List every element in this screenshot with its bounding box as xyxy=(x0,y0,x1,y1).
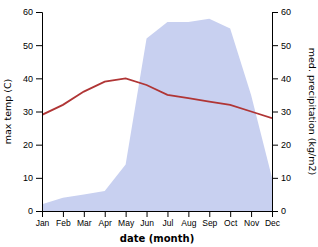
tick-mark xyxy=(126,211,127,217)
tick-label: Jun xyxy=(140,218,154,228)
tick: Jul xyxy=(163,211,174,228)
tick-mark xyxy=(36,112,42,113)
chart: JanFebMarAprMayJunJulAugSepOctNovDec0102… xyxy=(0,0,318,247)
tick-mark xyxy=(36,12,42,13)
tick-label: 50 xyxy=(281,41,291,51)
tick-label: Oct xyxy=(224,218,238,228)
tick: Apr xyxy=(99,211,112,228)
tick: Nov xyxy=(244,211,260,228)
tick-label: 20 xyxy=(281,140,291,150)
tick: 0 xyxy=(28,206,42,216)
tick-mark xyxy=(272,45,278,46)
tick-label: 60 xyxy=(281,7,291,17)
tick: Sep xyxy=(202,211,217,228)
axis-domain xyxy=(43,212,273,218)
tick-mark xyxy=(167,211,168,217)
tick-mark xyxy=(251,211,252,217)
area xyxy=(42,19,272,211)
tick-label: Dec xyxy=(265,218,281,228)
tick-mark xyxy=(36,45,42,46)
marks xyxy=(42,19,272,211)
y2-axis: 0 10 20 30 40 50 60 xyxy=(272,7,291,216)
tick-label: 0 xyxy=(28,206,33,216)
tick-label: 30 xyxy=(281,107,291,117)
tick-mark xyxy=(230,211,231,217)
tick-label: 50 xyxy=(23,41,33,51)
tick-label: May xyxy=(118,218,135,228)
tick-mark xyxy=(36,211,42,212)
tick: Aug xyxy=(181,211,196,228)
tick-label: Jul xyxy=(163,218,174,228)
tick: Mar xyxy=(77,211,92,228)
tick: 0 xyxy=(272,206,286,216)
tick: 20 xyxy=(23,140,42,150)
tick-mark xyxy=(272,178,278,179)
tick-mark xyxy=(188,211,189,217)
tick-mark xyxy=(272,112,278,113)
tick-label: Nov xyxy=(244,218,260,228)
tick-label: 40 xyxy=(23,74,33,84)
x-axis: Jan Feb Mar Apr May Jun Jul Aug Sep Oct Nov Dec xyxy=(36,211,281,228)
tick-mark xyxy=(209,211,210,217)
axis-domain xyxy=(36,13,43,212)
tick: 40 xyxy=(272,74,291,84)
tick-label: Sep xyxy=(202,218,217,228)
y-axis-title: max temp (C) xyxy=(2,79,13,145)
tick: Jan xyxy=(36,211,50,228)
tick: Oct xyxy=(224,211,238,228)
tick: 50 xyxy=(272,41,291,51)
tick: 40 xyxy=(23,74,42,84)
tick: 60 xyxy=(23,7,42,17)
tick-label: Jan xyxy=(36,218,50,228)
tick-mark xyxy=(36,78,42,79)
axis-domain xyxy=(273,13,279,212)
tick-mark xyxy=(272,12,278,13)
tick-mark xyxy=(84,211,85,217)
tick-label: Mar xyxy=(77,218,92,228)
tick-mark xyxy=(147,211,148,217)
tick-label: 40 xyxy=(281,74,291,84)
tick: 60 xyxy=(272,7,291,17)
x-axis-title: date (month) xyxy=(120,233,194,244)
tick-mark xyxy=(272,78,278,79)
tick: Dec xyxy=(265,211,281,228)
tick-label: Feb xyxy=(56,218,71,228)
tick: 30 xyxy=(23,107,42,117)
tick: 10 xyxy=(23,173,42,183)
tick-mark xyxy=(63,211,64,217)
line xyxy=(42,78,272,118)
plot: JanFebMarAprMayJunJulAugSepOctNovDec0102… xyxy=(23,7,291,228)
tick: 10 xyxy=(272,173,291,183)
tick-mark xyxy=(272,145,278,146)
tick: Feb xyxy=(56,211,71,228)
tick-label: 10 xyxy=(23,173,33,183)
y-axis: 0 10 20 30 40 50 60 xyxy=(23,7,43,216)
y2-axis-title: med. precipitation (kg/m2) xyxy=(307,48,318,175)
tick-mark xyxy=(105,211,106,217)
tick-label: 60 xyxy=(23,7,33,17)
tick-label: 30 xyxy=(23,107,33,117)
tick-mark xyxy=(36,178,42,179)
tick: May xyxy=(118,211,135,228)
tick-label: 10 xyxy=(281,173,291,183)
tick-mark xyxy=(272,211,278,212)
tick: 30 xyxy=(272,107,291,117)
tick-label: 20 xyxy=(23,140,33,150)
tick: 50 xyxy=(23,41,42,51)
tick-label: Aug xyxy=(181,218,196,228)
tick-mark xyxy=(36,145,42,146)
tick: 20 xyxy=(272,140,291,150)
tick-label: 0 xyxy=(281,206,286,216)
tick: Jun xyxy=(140,211,154,228)
tick-label: Apr xyxy=(99,218,112,228)
